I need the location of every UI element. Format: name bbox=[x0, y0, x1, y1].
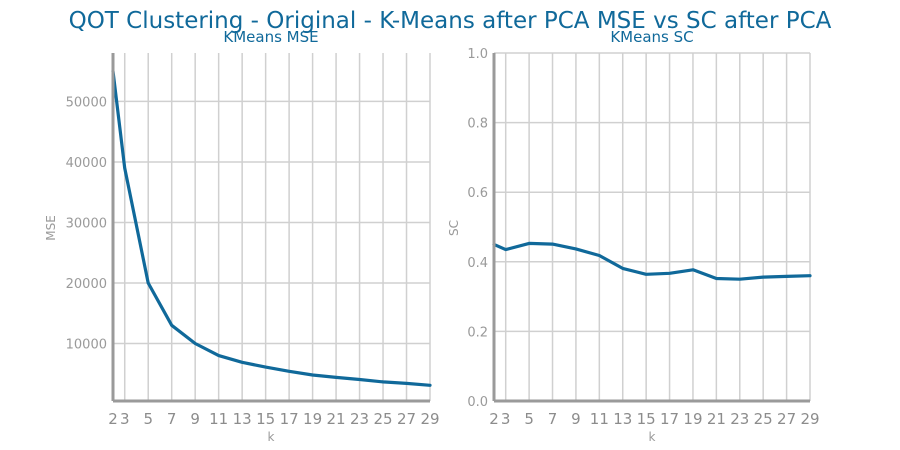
sc-x-tick-label: 25 bbox=[754, 410, 773, 428]
sc-x-tick-label: 3 bbox=[501, 410, 511, 428]
sc-chart: KMeans SC 0.00.20.40.60.81.0 2 3 5 7 9 11 13 15… bbox=[447, 28, 820, 444]
sc-x-axis-label: k bbox=[649, 430, 656, 444]
mse-x-tick-label: 17 bbox=[280, 410, 299, 428]
mse-series-line bbox=[111, 69, 432, 387]
mse-x-tick-label: 3 bbox=[120, 410, 130, 428]
sc-grid bbox=[493, 52, 811, 402]
sc-x-tick-label: 19 bbox=[683, 410, 702, 428]
sc-x-tick-label: 29 bbox=[800, 410, 819, 428]
figure-title: QOT Clustering - Original - K-Means afte… bbox=[69, 8, 832, 34]
sc-chart-title: KMeans SC bbox=[610, 28, 693, 46]
sc-y-tick-label: 0.2 bbox=[467, 325, 488, 340]
mse-y-tick-label: 10000 bbox=[66, 338, 107, 353]
mse-y-tick-label: 20000 bbox=[66, 277, 107, 292]
mse-x-tick-label: 23 bbox=[350, 410, 369, 428]
mse-x-tick-label: 15 bbox=[256, 410, 275, 428]
sc-x-tick-label: 2 bbox=[489, 410, 499, 428]
mse-x-tick-label: 7 bbox=[167, 410, 177, 428]
mse-x-tick-label: 25 bbox=[373, 410, 392, 428]
sc-x-tick-label: 5 bbox=[524, 410, 534, 428]
sc-x-ticks: 2 3 5 7 9 11 13 15 17 19 21 23 25 27 29 bbox=[489, 410, 819, 428]
mse-x-axis-label: k bbox=[268, 430, 275, 444]
mse-grid bbox=[112, 53, 431, 401]
mse-x-tick-label: 9 bbox=[190, 410, 200, 428]
sc-y-tick-label: 1.0 bbox=[467, 47, 488, 62]
sc-x-tick-label: 17 bbox=[660, 410, 679, 428]
sc-y-tick-label: 0.0 bbox=[467, 395, 488, 410]
mse-x-tick-label: 13 bbox=[233, 410, 252, 428]
sc-x-tick-label: 27 bbox=[777, 410, 796, 428]
mse-x-tick-label: 27 bbox=[397, 410, 416, 428]
sc-x-tick-label: 23 bbox=[730, 410, 749, 428]
sc-x-tick-label: 11 bbox=[590, 410, 609, 428]
mse-x-tick-label: 5 bbox=[143, 410, 153, 428]
mse-x-tick-label: 29 bbox=[420, 410, 439, 428]
mse-y-axis-label: MSE bbox=[44, 215, 58, 241]
mse-y-tick-label: 40000 bbox=[66, 156, 107, 171]
mse-y-tick-label: 50000 bbox=[66, 95, 107, 110]
mse-chart-title: KMeans MSE bbox=[223, 28, 318, 46]
sc-x-tick-label: 13 bbox=[613, 410, 632, 428]
sc-x-tick-label: 21 bbox=[707, 410, 726, 428]
sc-x-tick-label: 7 bbox=[548, 410, 558, 428]
sc-y-tick-label: 0.6 bbox=[467, 186, 488, 201]
mse-x-tick-label: 19 bbox=[303, 410, 322, 428]
mse-y-ticks: 10000 20000 30000 40000 50000 bbox=[66, 95, 107, 352]
mse-x-tick-label: 2 bbox=[108, 410, 118, 428]
mse-x-ticks: 2 3 5 7 9 11 13 15 17 19 21 23 25 27 29 bbox=[108, 410, 439, 428]
sc-y-axis-label: SC bbox=[447, 220, 461, 236]
sc-y-tick-label: 0.4 bbox=[467, 256, 488, 271]
sc-x-tick-label: 9 bbox=[571, 410, 581, 428]
sc-y-tick-label: 0.8 bbox=[467, 117, 488, 132]
mse-x-tick-label: 11 bbox=[209, 410, 228, 428]
sc-x-tick-label: 15 bbox=[637, 410, 656, 428]
mse-x-tick-label: 21 bbox=[327, 410, 346, 428]
mse-y-tick-label: 30000 bbox=[66, 216, 107, 231]
sc-series-line bbox=[492, 241, 812, 281]
sc-y-ticks: 0.0 0.2 0.4 0.6 0.8 1.0 bbox=[467, 47, 488, 410]
